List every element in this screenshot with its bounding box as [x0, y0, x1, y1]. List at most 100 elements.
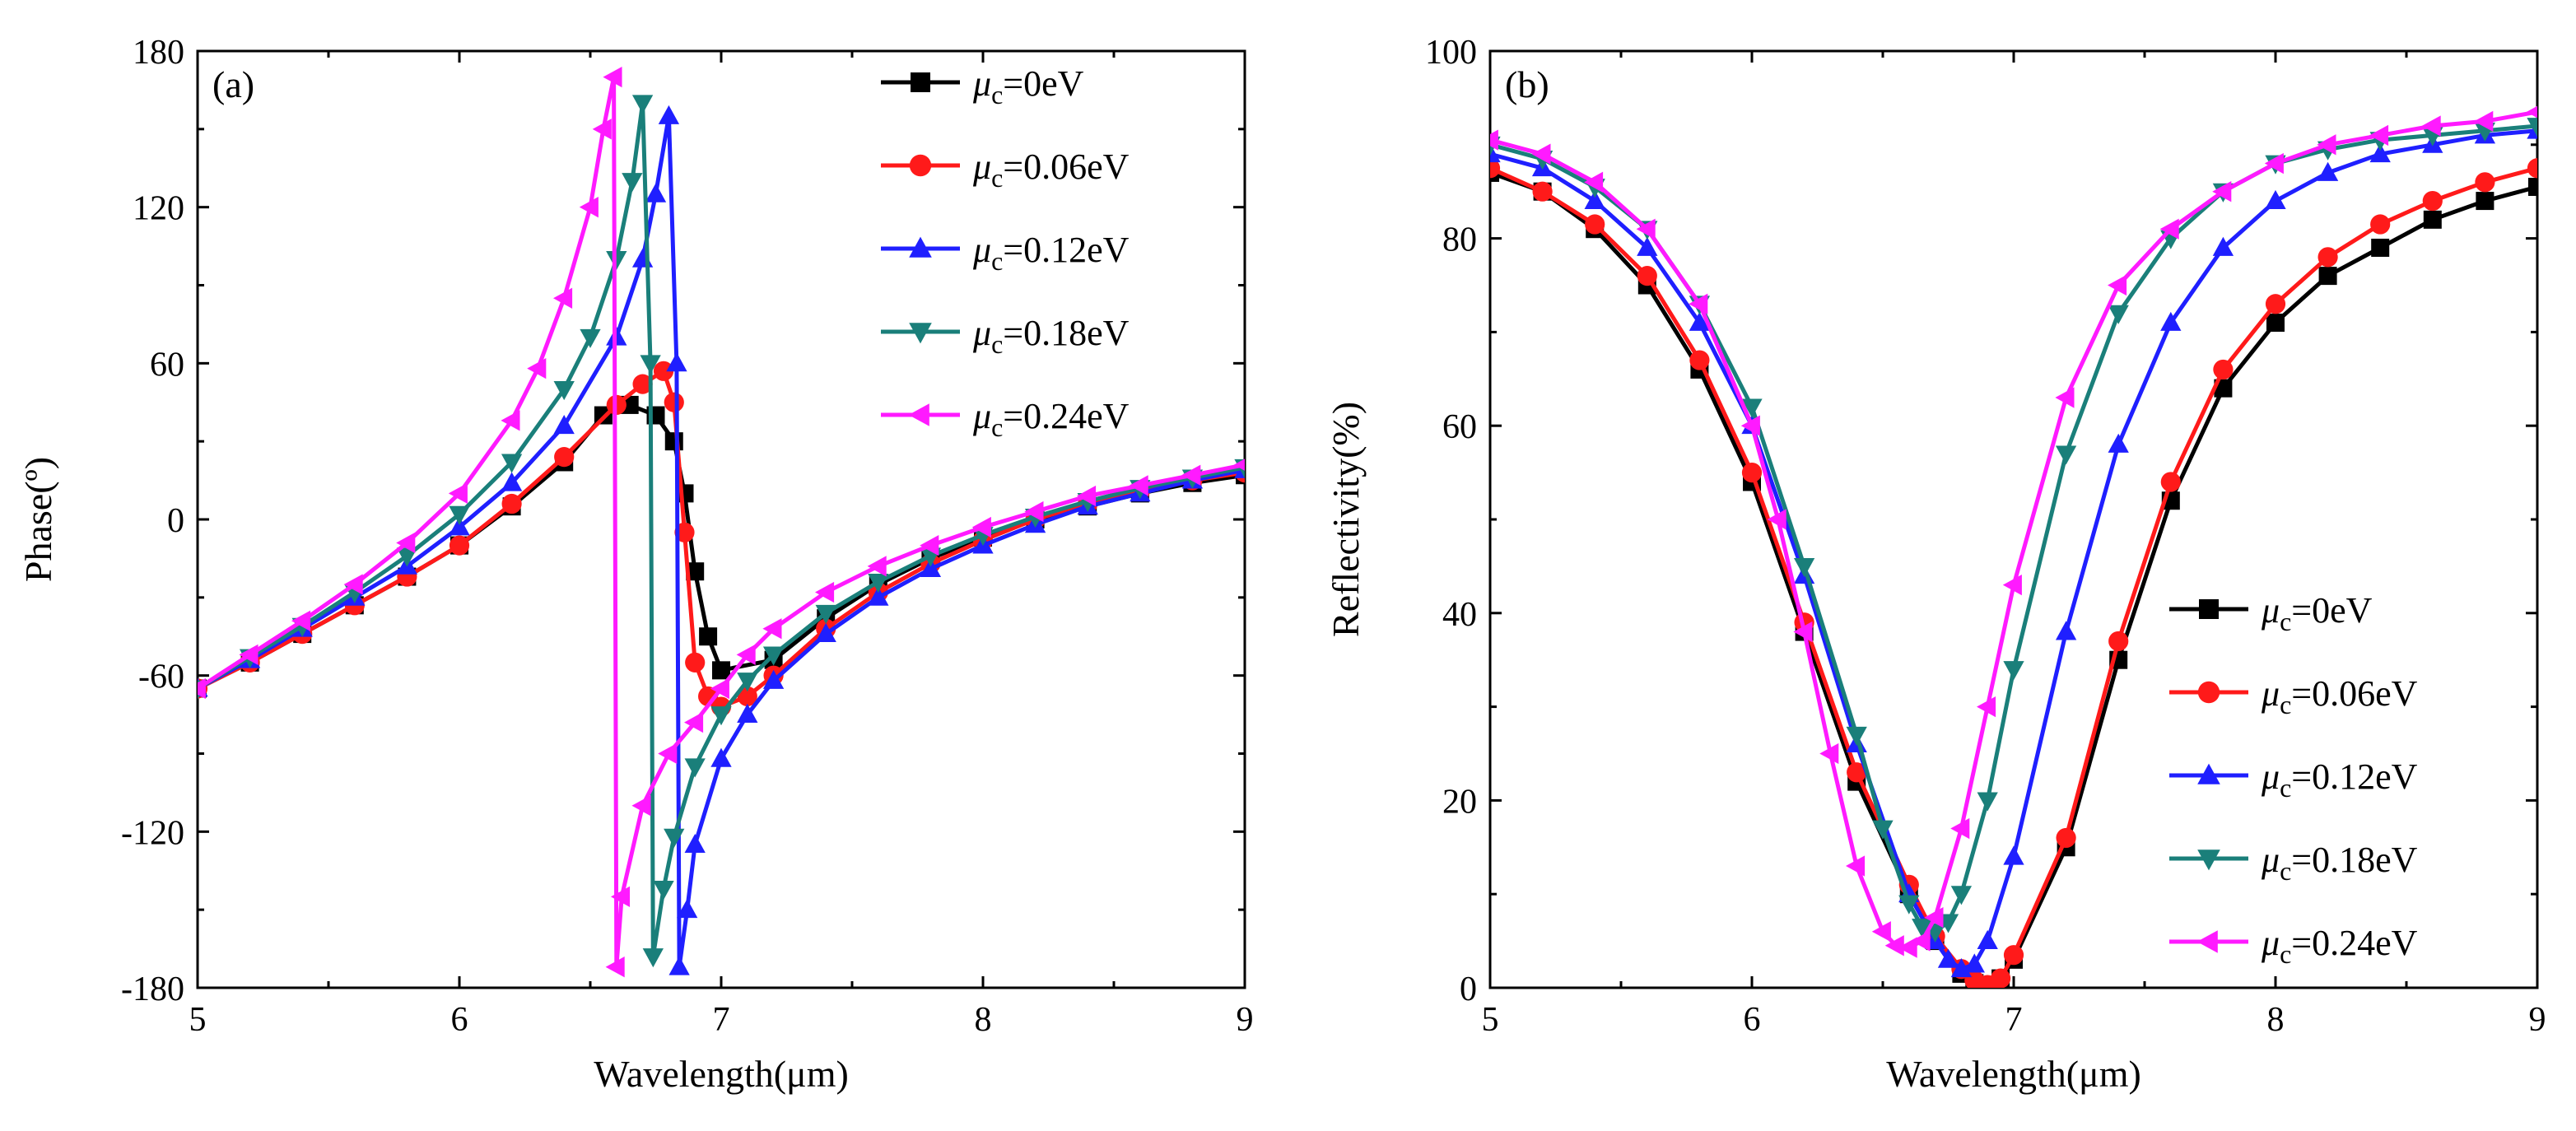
- chart-0-series-2-point: [553, 415, 575, 435]
- chart-0-ytick-label: -120: [121, 814, 184, 852]
- chart-1-series-1-point: [2265, 294, 2286, 314]
- chart-0-legend-entry-3: μc=0.18eV: [972, 313, 1130, 359]
- chart-0-series-4-point: [1024, 500, 1044, 523]
- chart-0-series-4-point: [396, 532, 416, 554]
- chart-0-series-4-point: [920, 534, 939, 556]
- chart-0-series-4-point: [239, 644, 259, 666]
- chart-0-ytick-label: 120: [133, 190, 184, 228]
- chart-1-legend-marker-0: [2199, 599, 2219, 619]
- chart-0-series-line-4: [198, 75, 1245, 970]
- chart-0-series-line-2: [198, 114, 1245, 970]
- chart-1-series-4-point: [1584, 171, 1604, 193]
- chart-1-legend-marker-1: [2197, 681, 2220, 704]
- chart-0-series-1-point: [653, 361, 674, 381]
- chart-0-series-2-point: [920, 557, 942, 577]
- chart-0-series-2-point: [658, 105, 680, 124]
- chart-1-series-1-point: [1991, 968, 2011, 988]
- chart-1-series-3-point: [2055, 445, 2077, 465]
- chart-1-series-4-point: [1767, 509, 1786, 530]
- chart-1-series-line-4: [1490, 109, 2537, 950]
- chart-0-series-3-point: [640, 355, 661, 375]
- chart-1-series-1-point: [2003, 945, 2024, 966]
- chart-1-series-4-point: [1977, 696, 1996, 718]
- chart-1-series-2-point: [1963, 953, 1985, 973]
- chart-0-legend-marker-1: [909, 154, 932, 177]
- chart-0-series-1-point: [685, 652, 706, 673]
- chart-0-series-4-point: [501, 410, 520, 431]
- chart-0-series-3-point: [622, 173, 643, 193]
- chart-0-series-0-point: [712, 661, 730, 680]
- chart-0-series-4-point: [631, 795, 651, 817]
- chart-0-series-3-point: [580, 328, 601, 348]
- chart-1-series-4-point: [2055, 387, 2075, 408]
- chart-1-series-4-point: [2212, 181, 2232, 202]
- chart-1-series-1-point: [2527, 158, 2537, 179]
- chart-1-series-1-point: [1490, 158, 1501, 179]
- chart-0-series-2-point: [668, 956, 690, 975]
- chart-1-series-2-point: [2108, 433, 2129, 453]
- chart-0-series-4-point: [603, 66, 622, 88]
- chart-1-legend-marker-3: [2197, 849, 2220, 871]
- chart-0-series-2-point: [815, 622, 836, 642]
- chart-1-series-4-point: [1740, 415, 1760, 436]
- chart-1-series-2-point: [2317, 161, 2339, 181]
- chart-1-xtick-label: 7: [2005, 1001, 2023, 1039]
- chart-0-series-4-point: [291, 610, 311, 631]
- chart-1-xtick-label: 9: [2529, 1001, 2546, 1039]
- chart-0-series-3-point: [631, 95, 654, 114]
- chart-0-series-4-point: [684, 711, 704, 733]
- chart-1-series-4-point: [1490, 129, 1498, 151]
- chart-0-series-2-point: [631, 248, 654, 268]
- chart-1-ytick-label: 20: [1442, 783, 1477, 821]
- chart-0-series-1-point: [449, 535, 470, 556]
- chart-0-series-3-point: [642, 948, 664, 968]
- chart-1-series-4-point: [2317, 134, 2336, 156]
- chart-1-series-1-point: [2213, 359, 2234, 380]
- chart-1-series-4-point: [1636, 218, 1656, 240]
- chart-0-ytick-label: -60: [138, 659, 184, 696]
- chart-0-series-line-0: [198, 403, 1245, 691]
- chart-1-series-1-point: [1689, 350, 1710, 370]
- chart-1-series-2-point: [2003, 845, 2024, 865]
- chart-0-ytick-label: -180: [121, 970, 184, 1008]
- chart-0-series-2-point: [449, 516, 470, 536]
- chart-1-ytick-label: 60: [1442, 408, 1477, 446]
- chart-0-series-1-point: [554, 447, 575, 468]
- chart-0-series-3-point: [868, 573, 889, 593]
- chart-0-series-4-point: [971, 516, 991, 538]
- chart-0-series-1-point: [632, 374, 653, 394]
- chart-0-series-0-point: [686, 562, 705, 581]
- chart-1-series-1-point: [2475, 172, 2495, 193]
- chart-0-series-1-point: [501, 493, 522, 514]
- chart-1-series-0-point: [2423, 210, 2442, 229]
- chart-1-series-3-point: [1846, 726, 1867, 746]
- chart-0-series-3-point: [653, 880, 674, 901]
- chart-0-series-4-point: [658, 742, 678, 765]
- chart-1-xtick-label: 5: [1482, 1001, 1499, 1039]
- chart-0-series-4-point: [710, 677, 729, 700]
- chart-0-legend-entry-0: μc=0eV: [972, 63, 1084, 109]
- chart-1-series-0-point: [2371, 238, 2390, 257]
- chart-1-series-0-point: [2266, 314, 2285, 333]
- chart-0-series-2-point: [666, 352, 687, 372]
- chart-1-series-1-point: [1585, 214, 1605, 235]
- chart-1-series-3-point: [2527, 118, 2537, 137]
- chart-0-series-4-point: [343, 574, 363, 595]
- chart-1-series-2-point: [2369, 142, 2391, 163]
- chart-1-series-4-point: [1793, 621, 1813, 643]
- chart-0-xtick-label: 5: [189, 1001, 207, 1039]
- chart-1-series-1-point: [1637, 266, 1657, 286]
- chart-1-series-2-point: [2055, 621, 2077, 640]
- chart-0-legend-marker-2: [909, 236, 932, 258]
- chart-1-series-2-point: [1637, 236, 1658, 256]
- chart-0-series-4-point: [198, 677, 206, 700]
- chart-0-series-4-point: [605, 956, 625, 978]
- chart-0-series-4-point: [553, 287, 573, 309]
- chart-1-series-3-point: [1872, 820, 1894, 840]
- chart-1-x-axis-label: Wavelength(μm): [1886, 1053, 2141, 1095]
- chart-1-series-4-point: [1871, 921, 1891, 942]
- chart-0-series-4-point: [610, 886, 631, 908]
- chart-0-series-3-point: [606, 250, 627, 271]
- chart-0-series-2-point: [684, 833, 706, 854]
- chart-1-panel-label: (b): [1505, 63, 1549, 105]
